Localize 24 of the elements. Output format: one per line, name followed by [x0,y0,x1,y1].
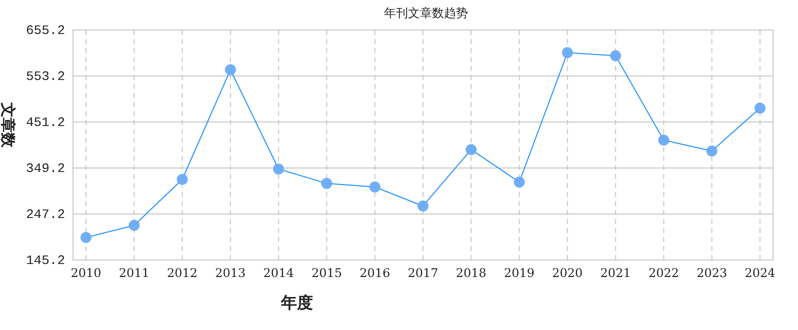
y-tick-label: 145.2 [26,253,65,268]
y-tick-label: 247.2 [26,207,65,222]
x-tick-label: 2016 [360,266,390,280]
y-tick-label: 451.2 [26,115,65,130]
x-tick-label: 2011 [118,266,150,280]
chart-title: 年刊文章数趋势 [384,6,468,20]
x-tick-label: 2013 [215,266,246,280]
x-tick-label: 2020 [552,266,583,280]
y-tick-label: 655.2 [26,23,65,38]
x-tick-label: 2022 [648,266,679,280]
y-axis-title: 文章数 [0,102,17,148]
x-tick-label: 2010 [70,266,102,280]
x-tick-label: 2012 [167,266,198,280]
x-tick-label: 2021 [600,266,631,280]
x-tick-label: 2018 [456,266,486,280]
x-axis-title: 年度 [280,293,313,312]
x-tick-label: 2017 [408,266,438,280]
x-tick-label: 2019 [504,266,535,280]
x-tick-label: 2015 [311,266,342,280]
x-tick-label: 2014 [263,266,294,280]
y-tick-label: 349.2 [26,161,65,176]
x-tick-label: 2024 [744,266,776,280]
x-tick-label: 2023 [696,266,728,280]
y-tick-label: 553.2 [26,69,65,84]
